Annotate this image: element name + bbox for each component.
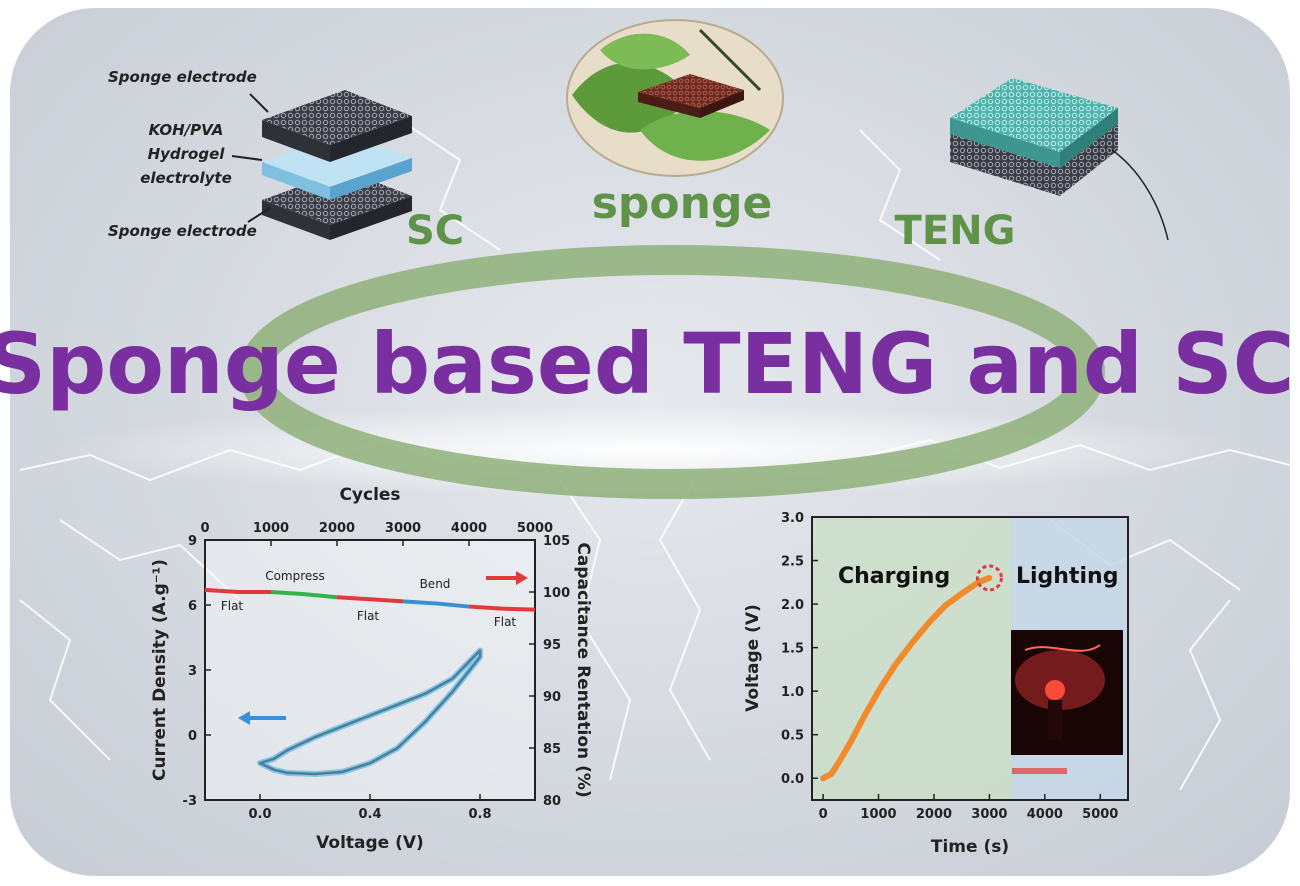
teng-device-illustration <box>950 78 1169 241</box>
chart1-x2-tick-label: 5000 <box>517 521 553 536</box>
chart1-retention-segment <box>336 595 404 604</box>
chart2-y-tick-label: 1.0 <box>781 685 804 700</box>
sc-device-illustration <box>231 90 412 240</box>
chart1-x-tick-label: 0.8 <box>468 807 491 822</box>
chart1-retention-segment <box>468 604 536 612</box>
chart1-y2-tick-label: 80 <box>543 794 561 809</box>
chart1-annotation-compress: Compress <box>265 569 325 583</box>
chart1-y2-axis-label: Capacitance Rentation (%) <box>573 542 593 797</box>
chart1-x2-tick-label: 0 <box>200 521 209 536</box>
chart1-x-axis-label: Voltage (V) <box>316 833 424 853</box>
chart2-y-axis-label: Voltage (V) <box>743 604 763 712</box>
label-electrolyte-line2: Hydrogel <box>148 145 226 163</box>
chart2-frame <box>811 516 1129 801</box>
green-ring <box>239 245 1105 499</box>
chart1-y-tick-label: 3 <box>188 664 197 679</box>
chart2-endpoint-marker <box>975 564 1003 592</box>
chart1-retention-segment <box>204 587 271 594</box>
glow-band <box>50 405 1250 495</box>
chart1-x2-tick-label: 3000 <box>385 521 421 536</box>
chart1-y2-tick-label: 85 <box>543 742 561 757</box>
chart1-x-tick-label: 0.0 <box>248 807 271 822</box>
chart1-y-tick-label: 9 <box>188 534 197 549</box>
label-sponge-electrode-top: Sponge electrode <box>108 68 257 86</box>
chart1-y-tick-label: 0 <box>188 729 197 744</box>
label-electrolyte-line3: electrolyte <box>140 169 232 187</box>
chart2-x-tick-label: 2000 <box>916 807 952 822</box>
chart1-y-tick-label: 6 <box>188 599 197 614</box>
chart1-annotation-flat-3: Flat <box>494 615 517 629</box>
chart1-x-tick-label: 0.4 <box>358 807 381 822</box>
chart1-x2-tick-label: 2000 <box>319 521 355 536</box>
label-sponge-electrode-bottom: Sponge electrode <box>108 222 257 240</box>
chart2-x-tick-label: 5000 <box>1082 807 1118 822</box>
label-sc: SC <box>406 208 464 254</box>
label-teng: TENG <box>895 208 1016 254</box>
chart1-y2-tick-label: 95 <box>543 638 561 653</box>
chart2-x-tick-label: 4000 <box>1027 807 1063 822</box>
sponge-photo <box>566 19 784 177</box>
chart1-retention-segment <box>402 599 470 609</box>
chart2-x-axis-label: Time (s) <box>931 837 1009 857</box>
chart1-arrow-left <box>238 711 286 725</box>
chart1-y-axis-label: Current Density (A.g⁻¹) <box>150 559 170 781</box>
led-photo <box>1011 630 1123 755</box>
label-sponge: sponge <box>592 178 773 229</box>
chart1-y2-tick-label: 105 <box>543 534 570 549</box>
chart1-x2-axis-label: Cycles <box>339 485 400 505</box>
chart1-x2-tick-label: 4000 <box>451 521 487 536</box>
led-bulb <box>1045 680 1065 700</box>
chart1-annotation-flat-1: Flat <box>221 599 244 613</box>
chart2-y-tick-label: 0.0 <box>781 772 804 787</box>
chart2-x-tick-label: 0 <box>819 807 828 822</box>
chart2-charging-curve <box>820 574 993 782</box>
chart1-annotation-bend: Bend <box>420 577 451 591</box>
chart1-annotation-flat-2: Flat <box>357 609 380 623</box>
led-scale-bar <box>1012 768 1067 774</box>
led-base <box>1048 700 1062 740</box>
chart1-cv-loop <box>258 649 482 776</box>
chart2-x-tick-label: 1000 <box>860 807 896 822</box>
chart2-y-tick-label: 3.0 <box>781 511 804 526</box>
chart2-y-tick-label: 1.5 <box>781 642 804 657</box>
chart2-y-tick-label: 2.5 <box>781 555 804 570</box>
headline-title: Sponge based TENG and SC <box>0 315 1294 413</box>
chart2-y-tick-label: 2.0 <box>781 598 804 613</box>
chart1-frame <box>204 539 536 801</box>
chart1-x2-tick-label: 1000 <box>253 521 289 536</box>
chart1-y2-tick-label: 100 <box>543 586 570 601</box>
led-glow <box>1015 650 1105 710</box>
chart1-retention-segment <box>270 590 338 600</box>
chart2-annotation-charging: Charging <box>838 564 950 589</box>
chart2-y-tick-label: 0.5 <box>781 729 804 744</box>
chart1-y2-tick-label: 90 <box>543 690 561 705</box>
chart1-arrow-right <box>486 571 528 585</box>
teng-charging-chart: 0 1000 2000 3000 4000 5000 0.0 0.5 1.0 1.5 2.0 2.5 3… <box>743 511 1129 857</box>
chart2-x-tick-label: 3000 <box>971 807 1007 822</box>
led-wire <box>1024 644 1101 652</box>
label-electrolyte-line1: KOH/PVA <box>149 121 224 139</box>
chart1-y-tick-label: -3 <box>183 794 197 809</box>
chart2-annotation-lighting: Lighting <box>1016 564 1118 589</box>
